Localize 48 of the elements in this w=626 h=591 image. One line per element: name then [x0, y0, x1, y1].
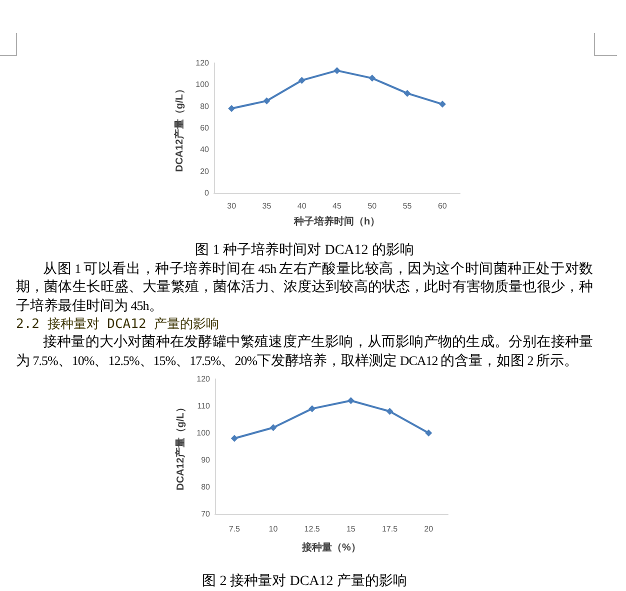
text: 2.2 接种量对 DCA12 产量的影响 [16, 316, 220, 334]
point [270, 424, 277, 432]
point [263, 97, 270, 104]
point [347, 397, 354, 404]
y-tick-label: 70 [201, 510, 211, 518]
y-axis-title: DCA12产量（g/L） [173, 84, 186, 172]
x-tick-label: 30 [227, 202, 237, 210]
y-tick-label: 120 [196, 374, 211, 384]
x-tick-label: 17.5 [382, 524, 398, 534]
text: 从图 1 可以看出，种子培养时间在 45h 左右产酸量比较高，因为这个时间菌种正处于对数期，菌体生长旺盛、大量繁殖，菌体活力、浓度达到较高的状态，此时有害物质量也很少，种子培养最佳时间为 45h。 [16, 261, 594, 314]
y-tick-label: 120 [196, 58, 210, 68]
caption: 图 1 种子培养时间对 DCA12 的影响 [194, 242, 415, 260]
y-tick-label: 90 [201, 456, 211, 464]
point [308, 405, 316, 412]
point [425, 430, 432, 436]
x-tick-label: 12.5 [304, 524, 320, 534]
point [298, 76, 306, 84]
x-tick-label: 35 [262, 202, 272, 210]
y-axis-title: DCA12产量（g/L） [174, 402, 186, 490]
point [438, 100, 446, 108]
x-tick-label: 40 [297, 202, 307, 210]
y-tick-label: 80 [201, 482, 211, 492]
point [228, 105, 236, 112]
point [230, 434, 238, 442]
y-tick-label: 0 [204, 188, 210, 198]
y-tick-label: 100 [196, 428, 211, 438]
x-axis-title: 种子培养时间（h） [292, 216, 380, 228]
y-tick-label: 100 [196, 80, 210, 90]
x-tick-label: 55 [402, 202, 412, 210]
point [368, 74, 376, 82]
y-tick-label: 20 [200, 166, 210, 176]
y-tick-label: 80 [200, 102, 210, 111]
x-tick-label: 10 [268, 524, 278, 534]
point [386, 408, 394, 415]
y-tick-label: 110 [197, 402, 211, 410]
x-tick-label: 7.5 [228, 524, 241, 534]
x-tick-label: 15 [346, 524, 356, 534]
y-tick-label: 40 [200, 145, 210, 154]
x-tick-label: 50 [368, 202, 378, 210]
x-tick-label: 20 [424, 524, 434, 534]
x-tick-label: 60 [438, 202, 448, 210]
text: 接种量的大小对菌种在发酵罐中繁殖速度产生影响，从而影响产物的生成。分别在接种量为 7.5%、10%、12.5%、15%、17.5%、20%下发酵培养，取样测定 DCA12 的含量，如图 2 所示。 [16, 335, 593, 369]
x-tick-label: 45 [332, 202, 342, 210]
point [404, 90, 411, 97]
caption: 图 2 接种量对 DCA12 产量的影响 [201, 573, 408, 591]
x-axis-title: 接种量（%） [301, 542, 361, 554]
point [334, 67, 340, 74]
y-tick-label: 60 [200, 124, 210, 132]
